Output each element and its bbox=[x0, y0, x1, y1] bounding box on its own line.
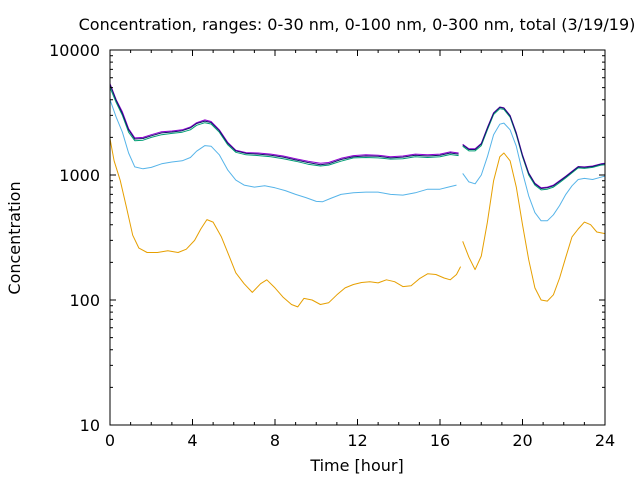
x-tick-label: 8 bbox=[270, 431, 280, 450]
series-line-5-segment-1 bbox=[109, 84, 459, 166]
series-line-5-segment-2 bbox=[462, 106, 606, 189]
series-line-1-segment-2 bbox=[462, 152, 606, 302]
series-line-2-segment-1 bbox=[109, 99, 457, 203]
series-line-4-segment-1 bbox=[109, 83, 459, 164]
x-tick-label: 20 bbox=[512, 431, 532, 450]
plot-frame bbox=[109, 49, 606, 426]
series-line-2-segment-2 bbox=[462, 122, 606, 222]
series-layer bbox=[109, 83, 606, 308]
y-tick-label: 10000 bbox=[49, 41, 100, 60]
series-line-1-segment-1 bbox=[109, 138, 462, 308]
x-tick-label: 4 bbox=[187, 431, 197, 450]
chart-title: Concentration, ranges: 0-30 nm, 0-100 nm… bbox=[79, 15, 636, 34]
series-line-3-segment-1 bbox=[109, 87, 459, 167]
x-axis-label: Time [hour] bbox=[309, 456, 403, 475]
series-line-4-segment-2 bbox=[462, 106, 606, 189]
y-tick-label: 1000 bbox=[59, 166, 100, 185]
y-tick-label: 10 bbox=[80, 416, 100, 435]
series-line-3-segment-2 bbox=[462, 108, 606, 191]
y-axis-label: Concentration bbox=[5, 181, 24, 294]
y-tick-label: 100 bbox=[69, 291, 100, 310]
x-tick-label: 12 bbox=[347, 431, 367, 450]
ticks-layer: 0 4 8 12 16 20 24 10 100 1000 10000 bbox=[49, 41, 615, 450]
x-tick-label: 0 bbox=[105, 431, 115, 450]
x-tick-label: 24 bbox=[595, 431, 615, 450]
x-tick-label: 16 bbox=[430, 431, 450, 450]
